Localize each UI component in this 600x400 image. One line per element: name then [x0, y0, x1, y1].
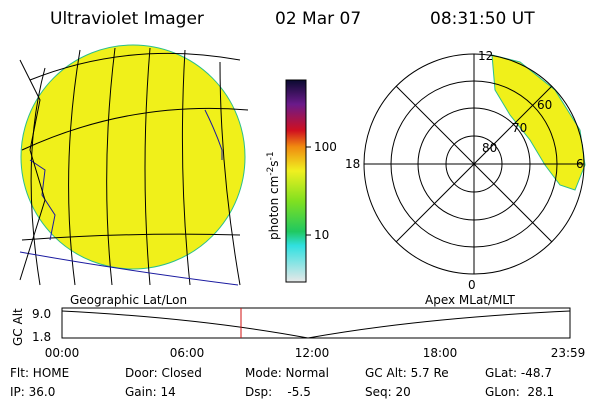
colorbar-label: photon cm-2s-1 [266, 151, 281, 240]
status-field: GLat: -48.7 [485, 366, 552, 380]
strip-y-label: 9.0 [32, 307, 51, 321]
mlt-label: 12 [478, 49, 493, 63]
status-field: Gain: 14 [125, 385, 176, 399]
colorbar-tick: 10 [314, 228, 329, 242]
status-field: Seq: 20 [365, 385, 411, 399]
status-panel: Flt: HOME Door: Closed Mode: Normal GC Alt:… [10, 366, 554, 399]
time-label: 18:00 [423, 346, 458, 360]
time-label: 12:00 [295, 346, 330, 360]
status-field: GLon: 28.1 [485, 385, 554, 399]
strip-axis-label: GC Alt [11, 308, 25, 346]
strip-y-label: 1.8 [32, 330, 51, 344]
strip-title: Apex MLat/MLT [425, 293, 515, 307]
time: 08:31:50 UT [430, 9, 535, 29]
date: 02 Mar 07 [275, 9, 361, 29]
colorbar-tick: 100 [314, 140, 337, 154]
lat-label: 80 [482, 141, 497, 155]
geo-image [19, 44, 249, 286]
status-field: Mode: Normal [245, 366, 329, 380]
altitude-strip: Geographic Lat/Lon Apex MLat/MLT GC Alt … [11, 293, 585, 360]
mlt-label: 6 [576, 157, 584, 171]
polar-plot: 12 18 6 0 80 70 60 [345, 49, 586, 292]
time-label: 00:00 [45, 346, 80, 360]
status-field: Dsp: -5.5 [245, 385, 311, 399]
lat-label: 60 [537, 98, 552, 112]
strip-title: Geographic Lat/Lon [70, 293, 187, 307]
mlt-label: 0 [468, 278, 476, 292]
time-label: 23:59 [551, 346, 586, 360]
time-label: 06:00 [170, 346, 205, 360]
status-field: IP: 36.0 [10, 385, 55, 399]
title: Ultraviolet Imager [50, 9, 204, 29]
status-field: Flt: HOME [10, 366, 69, 380]
colorbar: 100 10 photon cm-2s-1 [266, 79, 337, 283]
mlt-label: 18 [345, 157, 360, 171]
lat-label: 70 [512, 121, 527, 135]
status-field: GC Alt: 5.7 Re [365, 366, 449, 380]
status-field: Door: Closed [125, 366, 202, 380]
